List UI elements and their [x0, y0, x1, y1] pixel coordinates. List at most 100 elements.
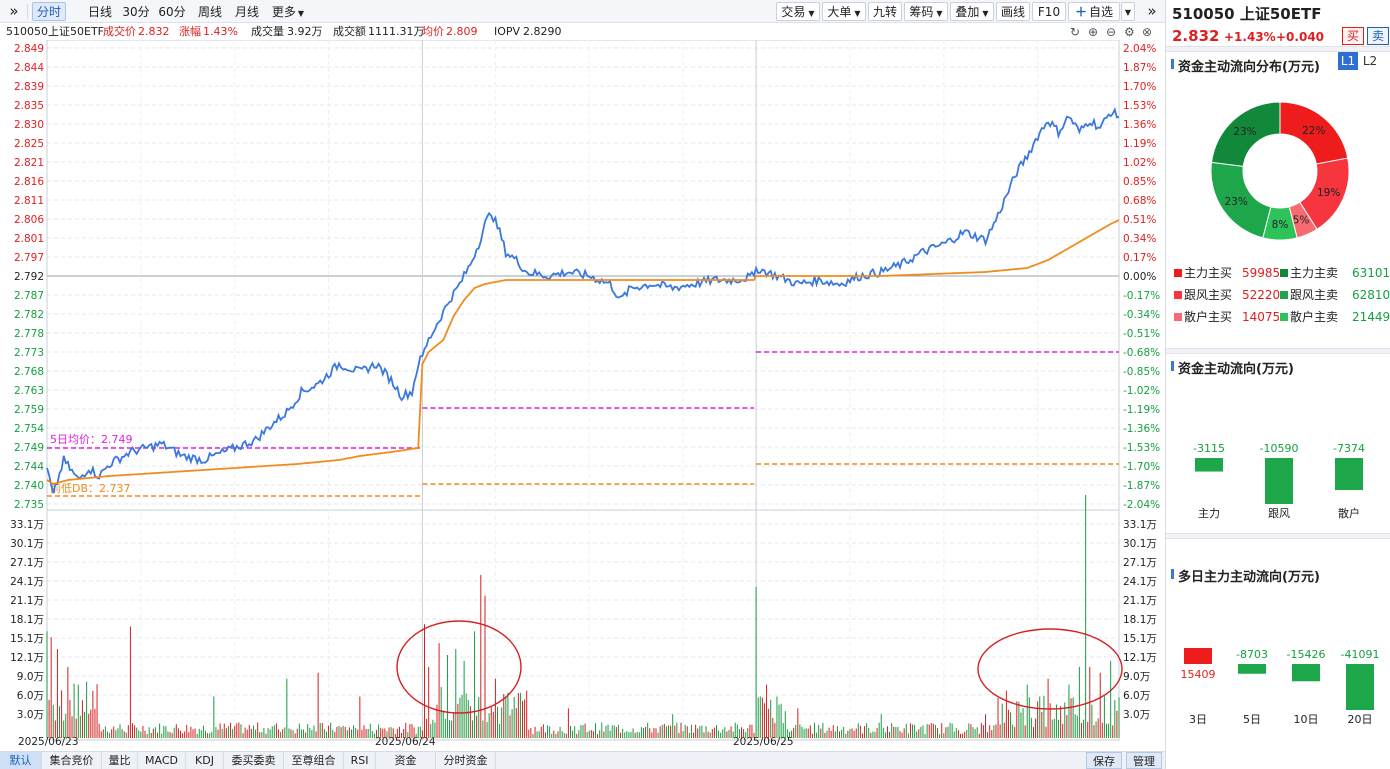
percent-tick-label: -0.17% [1123, 290, 1160, 302]
price-tick-label: 2.825 [14, 138, 44, 150]
multi-day-bar-label: 5日 [1243, 713, 1261, 726]
collapse-left-icon[interactable]: » [9, 2, 19, 20]
chips-label: 筹码 [909, 5, 934, 19]
volume-tick-label: 12.1万 [1123, 652, 1157, 664]
donut-slice-label: 22% [1302, 125, 1325, 137]
zoom-in-icon[interactable]: ⊕ [1088, 25, 1099, 39]
volume-tick-label: 21.1万 [1123, 595, 1157, 607]
legend-swatch [1280, 313, 1288, 321]
tab-rsi[interactable]: RSI [344, 752, 376, 769]
percent-tick-label: -0.85% [1123, 366, 1160, 378]
legend-swatch [1280, 269, 1288, 277]
date-label: 2025/06/24 [375, 736, 436, 748]
volume-tick-label: 27.1万 [1123, 557, 1157, 569]
watchlist-chevron-down-icon[interactable]: ▼ [1121, 2, 1135, 21]
big-order-dropdown[interactable]: 大单 ▼ [822, 2, 866, 21]
tab-daily[interactable]: 日线 [87, 5, 112, 19]
sell-label: 散户主卖 [1280, 307, 1338, 327]
price-tick-label: 2.849 [14, 43, 44, 55]
sell-button[interactable]: 卖 [1367, 27, 1389, 45]
price-tick-label: 2.778 [14, 328, 44, 340]
volume-tick-label: 30.1万 [1123, 538, 1157, 550]
more-label: 更多 [271, 5, 296, 19]
flow-donut-chart: 22% 19% 5% 8% 23% 23% [1210, 101, 1350, 241]
percent-tick-label: -1.87% [1123, 480, 1160, 492]
trade-dropdown[interactable]: 交易 ▼ [776, 2, 820, 21]
f10-button[interactable]: F10 [1032, 2, 1066, 21]
avg-value: 2.809 [446, 25, 478, 38]
amount-value: 1111.31万 [368, 25, 425, 38]
overlay-dropdown[interactable]: 叠加 ▼ [950, 2, 994, 21]
previous-low-annotation: 前低DB：2.737 [50, 481, 131, 495]
section-divider [1166, 348, 1390, 354]
buy-button[interactable]: 买 [1342, 27, 1364, 45]
percent-tick-label: 1.02% [1123, 157, 1156, 169]
volume-label: 成交量 [251, 25, 284, 38]
l2-toggle[interactable]: L2 [1362, 54, 1378, 68]
flow-bar-label: 主力 [1198, 507, 1220, 520]
tab-default[interactable]: 默认 [0, 752, 42, 769]
l1-toggle[interactable]: L1 [1338, 52, 1358, 70]
percent-tick-label: -1.36% [1123, 423, 1160, 435]
flow-bar-label: 跟风 [1268, 507, 1290, 520]
price-tick-label: 2.816 [14, 176, 44, 188]
percent-tick-label: -1.70% [1123, 461, 1160, 473]
nine-turn-button[interactable]: 九转 [868, 2, 902, 21]
price-tick-label: 2.763 [14, 385, 44, 397]
tab-kdj[interactable]: KDJ [186, 752, 224, 769]
price-tick-label: 2.811 [14, 195, 44, 207]
percent-tick-label: -0.51% [1123, 328, 1160, 340]
multi-day-bar [1292, 664, 1320, 682]
tab-bid-ask[interactable]: 委买委卖 [224, 752, 284, 769]
tab-60min[interactable]: 60分 [158, 5, 186, 19]
tab-intraday[interactable]: 分时 [32, 2, 66, 21]
tab-call-auction[interactable]: 集合竞价 [42, 752, 102, 769]
date-label: 2025/06/25 [733, 736, 794, 748]
close-icon[interactable]: ⊗ [1142, 25, 1153, 39]
save-button[interactable]: 保存 [1086, 752, 1122, 769]
flow-bar [1265, 458, 1293, 504]
price-tick-label: 2.749 [14, 442, 44, 454]
refresh-icon[interactable]: ↻ [1070, 25, 1081, 39]
tab-intraday-funds[interactable]: 分时资金 [436, 752, 496, 769]
tab-funds[interactable]: 资金 [376, 752, 436, 769]
multi-day-chart: 15409 3日 -8703 5日 -15426 10日 -41091 20日 [1181, 648, 1380, 726]
intraday-chart: 2.849 2.04% 2.844 1.87% 2.839 1.70% 2.835 1.53%… [10, 40, 1160, 748]
draw-line-button[interactable]: 画线 [996, 2, 1030, 21]
donut-slice-label: 23% [1224, 196, 1247, 208]
flow-bar-value: -7374 [1333, 442, 1365, 455]
more-dropdown[interactable]: 更多 ▼ [268, 2, 308, 21]
chart-border [46, 40, 1120, 741]
volume-tick-label: 21.1万 [10, 595, 44, 607]
price-line [46, 107, 1120, 494]
percent-tick-label: -0.68% [1123, 347, 1160, 359]
chart-toolbar: » 分时 日线 30分 60分 周线 月线 更多 ▼ 交易 ▼ 大单 ▼ 九转 筹码 ▼… [0, 0, 1165, 23]
tab-macd[interactable]: MACD [138, 752, 186, 769]
price-tick-label: 2.806 [14, 214, 44, 226]
sell-value: 21449 [1352, 310, 1390, 324]
donut-slice-label: 19% [1317, 187, 1340, 199]
multi-day-bar-label: 20日 [1348, 713, 1373, 726]
settings-icon[interactable]: ⚙ [1124, 25, 1135, 39]
flow-distribution-title: 资金主动流向分布(万元) [1171, 56, 1320, 75]
chevron-down-icon: ▼ [936, 9, 943, 18]
percent-tick-label: 1.36% [1123, 119, 1156, 131]
watchlist-button[interactable]: ＋自选 [1068, 2, 1120, 21]
tab-volume-ratio[interactable]: 量比 [102, 752, 138, 769]
manage-button[interactable]: 管理 [1126, 752, 1162, 769]
percent-tick-label: 2.04% [1123, 43, 1156, 55]
multi-day-bar-value: -41091 [1341, 648, 1380, 661]
volume-tick-label: 6.0万 [17, 690, 44, 702]
tab-30min[interactable]: 30分 [122, 5, 150, 19]
trade-label: 交易 [781, 5, 806, 19]
price-label: 成交价 [103, 25, 136, 38]
tab-monthly[interactable]: 月线 [234, 5, 259, 19]
tab-premium-combo[interactable]: 至尊组合 [284, 752, 344, 769]
volume-tick-label: 24.1万 [1123, 576, 1157, 588]
zoom-out-icon[interactable]: ⊖ [1106, 25, 1117, 39]
collapse-right-icon[interactable]: » [1147, 2, 1157, 20]
section-divider [1166, 533, 1390, 539]
multi-day-bar [1184, 648, 1212, 664]
chips-dropdown[interactable]: 筹码 ▼ [904, 2, 948, 21]
tab-weekly[interactable]: 周线 [197, 5, 222, 19]
